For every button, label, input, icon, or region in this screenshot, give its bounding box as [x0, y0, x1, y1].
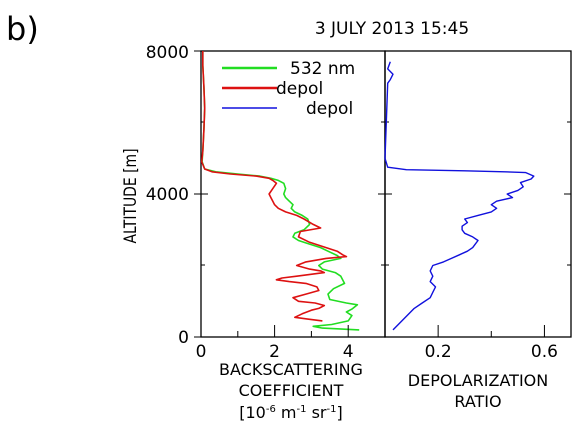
series-1064nm-line — [200, 51, 348, 322]
x-ticks: 0 2 4 0.2 0.6 — [196, 325, 558, 362]
y-axis-label: ALTITUDE [m] — [121, 148, 141, 243]
right-xlabel-line2: RATIO — [454, 392, 501, 411]
x-tick-label-0-0: 0 — [196, 342, 207, 362]
y-ticks — [194, 50, 571, 338]
legend: 532 nm depol depol — [222, 59, 355, 119]
chart-title: 3 JULY 2013 15:45 — [315, 19, 469, 39]
x-tick-label-1-1: 0.6 — [531, 342, 558, 362]
y-tick-label-0: 0 — [178, 328, 189, 348]
left-xlabel-units: [10-6 m-1 sr-1] — [239, 403, 342, 422]
right-xlabel-line1: DEPOLARIZATION — [408, 371, 548, 390]
legend-label-depol: depol — [306, 99, 353, 119]
x-tick-label-0-1: 2 — [269, 342, 280, 362]
left-xlabel-line1: BACKSCATTERING — [219, 360, 363, 379]
legend-label-532: 532 nm — [290, 59, 355, 79]
y-tick-label-8000: 8000 — [146, 43, 189, 63]
x-tick-label-1-0: 0.2 — [425, 342, 452, 362]
y-tick-label-4000: 4000 — [146, 185, 189, 205]
right-panel-frame — [384, 50, 572, 338]
panel-label: b) — [6, 10, 39, 48]
legend-label-1064: depol — [276, 79, 323, 99]
series-depol-line — [384, 61, 535, 331]
left-xlabel-line2: COEFFICIENT — [239, 381, 344, 400]
x-tick-label-0-2: 4 — [343, 342, 354, 362]
